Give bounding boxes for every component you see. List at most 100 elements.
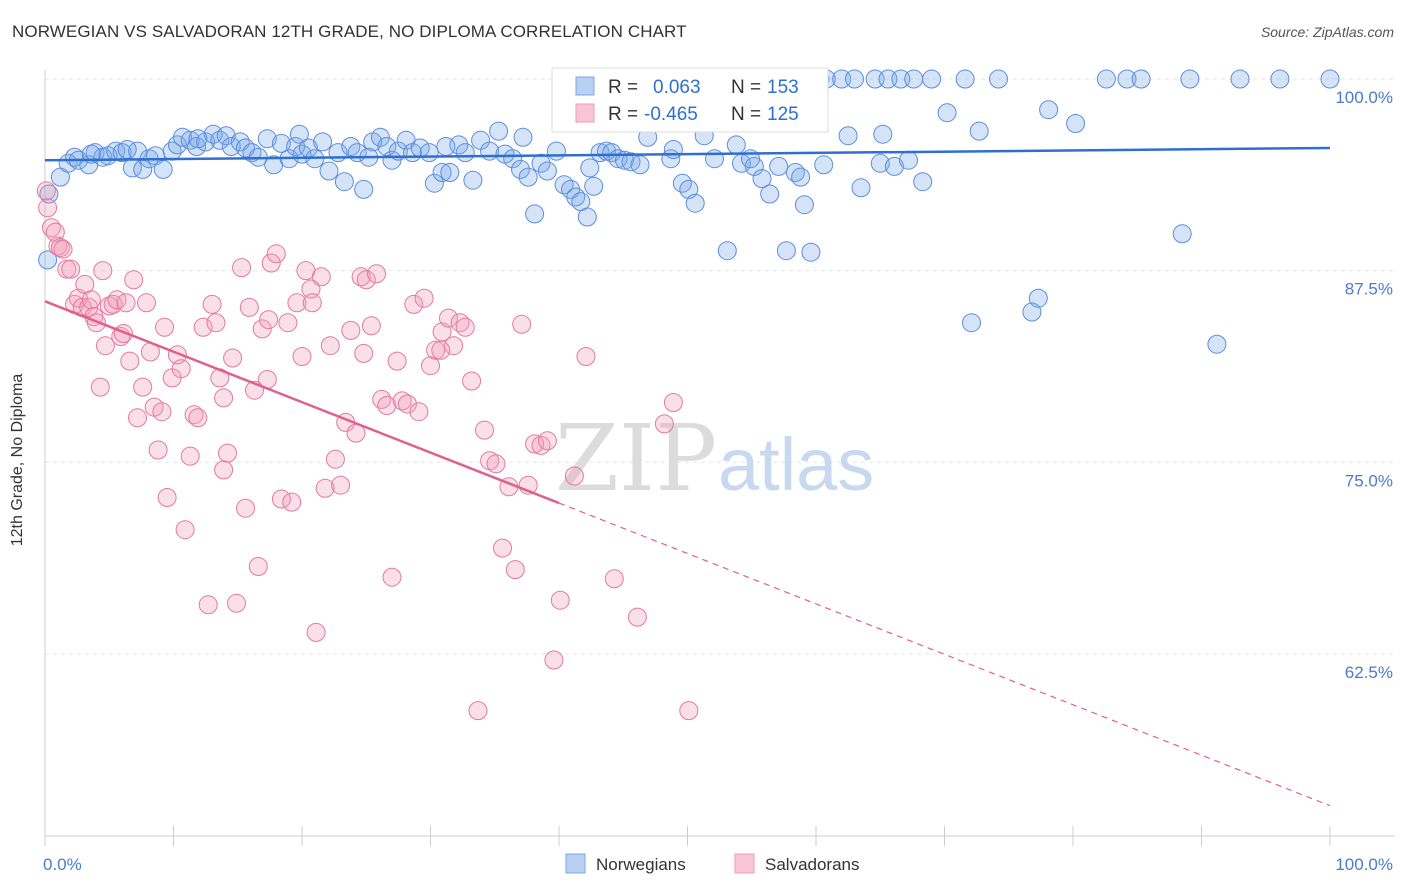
norwegians-point (39, 184, 59, 204)
salvadorans-point (93, 261, 113, 281)
salvadorans-point (36, 181, 56, 201)
salvadorans-point (53, 239, 73, 259)
salvadorans-point (409, 402, 429, 422)
norwegians-point (1096, 69, 1116, 89)
salvadorans-point (282, 492, 302, 512)
norwegians-point (873, 124, 893, 144)
stats-legend-box (551, 67, 829, 133)
salvadorans-point (180, 446, 200, 466)
norwegians-point (1131, 69, 1151, 89)
salvadorans-n-label: N = (731, 104, 761, 125)
salvadorans-point (202, 294, 222, 314)
norwegians-point (334, 172, 354, 192)
legend-label-salvadorans[interactable]: Salvadorans (765, 855, 860, 874)
norwegians-r-value: 0.063 (653, 77, 701, 98)
salvadorans-point (116, 293, 136, 313)
salvadorans-point (157, 488, 177, 507)
norwegians-point (503, 149, 523, 169)
norwegians-point (455, 143, 475, 163)
norwegians-point (1066, 114, 1086, 133)
salvadorans-n-value: 125 (767, 104, 799, 125)
norwegians-point (216, 126, 236, 146)
norwegians-point (962, 313, 981, 333)
salvadorans-point (152, 402, 172, 422)
salvadorans-point (387, 351, 407, 371)
axes (44, 70, 1395, 837)
norwegians-point (117, 140, 137, 159)
salvadorans-point (292, 347, 312, 366)
y-tick-labels: 100.0% 87.5% 75.0% 62.5% (1335, 88, 1393, 682)
salvadorans-point (271, 489, 291, 509)
norwegians-n-value: 153 (767, 77, 799, 98)
legend-label-norwegians[interactable]: Norwegians (596, 855, 686, 874)
norwegians-point (791, 167, 811, 187)
salvadorans-point (184, 405, 204, 425)
norwegians-point (1320, 69, 1340, 89)
norwegians-point (891, 69, 911, 89)
salvadorans-point (120, 351, 140, 371)
salvadorans-point (493, 538, 512, 558)
salvadorans-point (236, 498, 255, 518)
salvadorans-point (421, 356, 440, 376)
salvadorans-point (306, 622, 326, 642)
salvadorans-point (564, 466, 584, 486)
watermark-zip: ZIP (555, 405, 717, 512)
norwegians-point (112, 143, 132, 163)
salvadorans-point (455, 317, 475, 337)
salvadorans-point (550, 590, 570, 610)
salvadorans-point (278, 313, 298, 333)
salvadorans-point (81, 290, 101, 310)
y-tick-label: 62.5% (1345, 663, 1393, 682)
norwegians-point (937, 103, 957, 123)
salvadorans-point (404, 294, 424, 314)
salvadorans-point (426, 340, 446, 360)
salvadorans-point (537, 431, 557, 451)
watermark-atlas: atlas (718, 423, 874, 506)
salvadorans-points (36, 181, 699, 721)
salvadorans-point (171, 359, 191, 379)
salvadorans-point (627, 607, 647, 627)
salvadorans-point (261, 253, 281, 273)
norwegians-point (801, 242, 821, 262)
norwegians-point (913, 172, 933, 192)
bottom-legend: Norwegians Salvadorans (565, 853, 860, 874)
salvadorans-point (90, 377, 110, 397)
legend-swatch-norwegians[interactable] (565, 853, 586, 874)
salvadorans-point (377, 396, 397, 415)
salvadorans-point (301, 279, 321, 299)
salvadorans-r-value: -0.465 (644, 104, 698, 125)
salvadorans-point (439, 308, 458, 328)
salvadorans-point (259, 310, 279, 330)
norwegians-point (685, 193, 705, 213)
norwegians-point (513, 127, 533, 147)
salvadorans-point (214, 388, 234, 408)
norwegians-point (1207, 334, 1227, 354)
salvadorans-point (341, 320, 361, 340)
legend-swatch-salvadorans[interactable] (734, 853, 755, 874)
salvadorans-point (223, 348, 243, 368)
salvadorans-point (367, 264, 386, 284)
salvadorans-point (361, 316, 381, 336)
salvadorans-point (354, 343, 374, 363)
norwegians-point (463, 170, 483, 190)
norwegians-point (1172, 224, 1192, 244)
salvadorans-point (302, 293, 322, 313)
norwegians-point (717, 241, 737, 261)
norwegians-point (752, 169, 772, 189)
y-tick-label: 75.0% (1345, 471, 1393, 490)
source-credit: Source: ZipAtlas.com (1260, 24, 1394, 40)
salvadorans-point (372, 389, 392, 409)
x-ticks (44, 826, 1331, 846)
norwegians-point (319, 161, 339, 181)
salvadorans-point (214, 460, 234, 480)
norwegians-point (760, 184, 780, 204)
salvadorans-point (414, 288, 434, 308)
norwegians-point (480, 141, 500, 161)
norwegians-point (546, 141, 566, 161)
norwegians-point (884, 156, 904, 176)
salvadorans-point (331, 475, 351, 495)
salvadorans-point (462, 371, 482, 391)
norwegians-stats-swatch (575, 76, 595, 96)
norwegians-point (187, 137, 207, 156)
